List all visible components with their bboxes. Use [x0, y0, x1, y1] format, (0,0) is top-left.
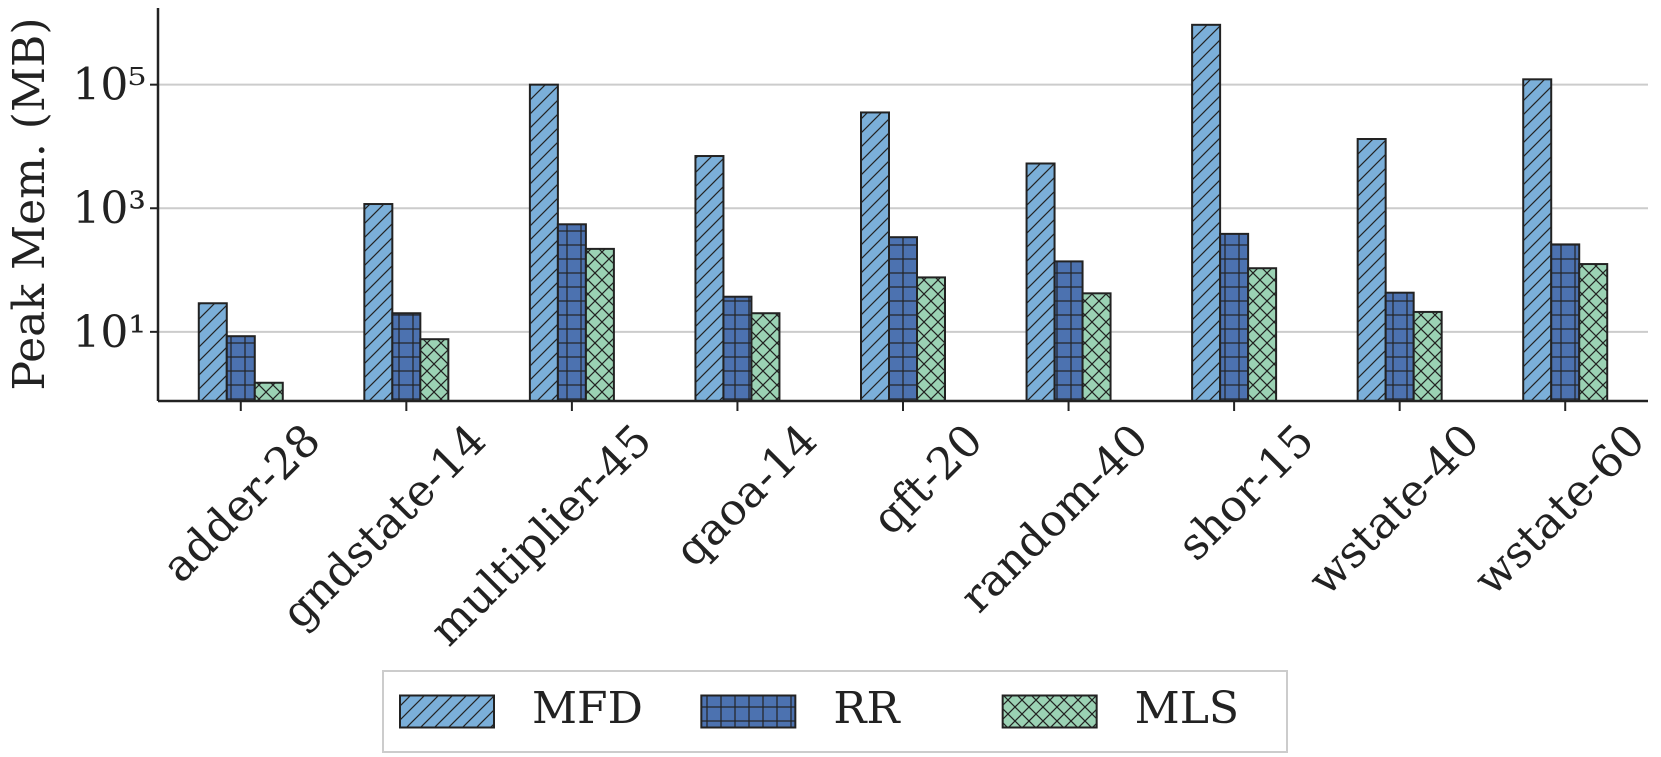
bar	[1081, 292, 1112, 402]
x-tick-label: wstate-60	[1464, 415, 1655, 606]
x-tick-label: qaoa-14	[665, 415, 827, 577]
bar	[556, 223, 587, 402]
x-tick-label: wstate-40	[1299, 415, 1490, 606]
bar	[528, 83, 559, 403]
bar	[584, 247, 615, 402]
legend-box	[382, 670, 1288, 753]
bar	[1578, 263, 1609, 402]
bar	[225, 335, 256, 403]
legend-swatch	[700, 694, 797, 729]
x-tick-label: qft-20	[863, 415, 993, 545]
bar	[197, 302, 228, 402]
y-axis-label: Peak Mem. (MB)	[4, 17, 55, 390]
bar	[1191, 23, 1222, 402]
legend-swatch	[399, 694, 495, 729]
bar	[722, 295, 753, 402]
bar	[1025, 162, 1056, 402]
legend-swatch	[1001, 694, 1098, 729]
bar	[1247, 267, 1278, 402]
y-tick-label: 10³	[72, 183, 146, 234]
x-tick-label: shor-15	[1168, 415, 1324, 571]
bar	[363, 203, 394, 402]
bar	[1219, 232, 1250, 402]
bar	[391, 312, 422, 403]
x-tick-label: adder-28	[153, 415, 331, 593]
bar	[916, 276, 946, 402]
y-tick-label: 10⁵	[72, 60, 146, 111]
bar	[1522, 78, 1553, 403]
legend-label: RR	[833, 683, 901, 734]
bar	[1053, 260, 1084, 402]
bar	[419, 338, 450, 403]
bar	[1356, 138, 1387, 403]
bar	[860, 111, 890, 402]
bar	[253, 381, 284, 402]
bar	[1412, 310, 1443, 403]
legend-label: MFD	[532, 683, 643, 734]
bar	[1384, 291, 1415, 402]
bar	[888, 236, 918, 402]
legend-label: MLS	[1135, 683, 1239, 734]
bar	[1550, 243, 1581, 402]
bar	[694, 155, 725, 402]
bar	[750, 312, 781, 403]
y-tick-label: 10¹	[72, 307, 146, 358]
